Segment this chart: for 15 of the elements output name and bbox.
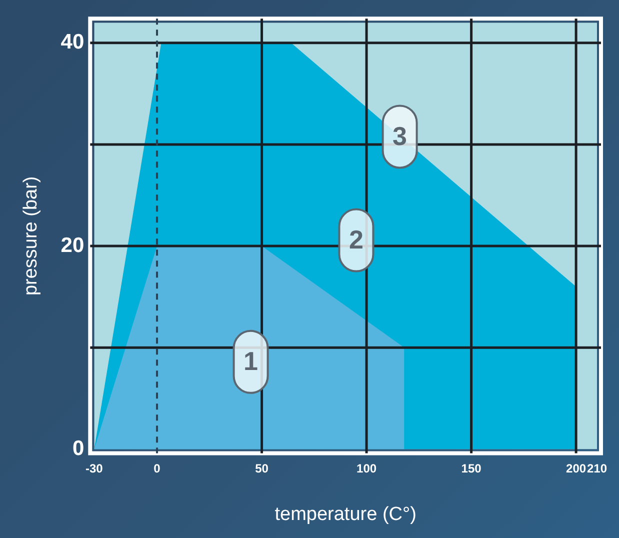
x-tick-label: 100	[356, 462, 377, 476]
series-label: 1	[244, 346, 258, 376]
series-label: 2	[348, 224, 364, 254]
x-axis-title: temperature (C°)	[274, 504, 416, 525]
x-tick-label: 50	[255, 462, 269, 476]
y-tick-label: 40	[60, 30, 84, 54]
y-tick-label: 20	[60, 234, 84, 257]
y-axis-title: pressure (bar)	[20, 176, 42, 296]
y-tick-label: 0	[72, 436, 84, 460]
x-tick-label: -30	[85, 462, 104, 476]
series-label: 3	[392, 120, 408, 151]
x-tick-label: 150	[461, 462, 482, 476]
x-tick-label: 210	[586, 462, 608, 476]
x-tick-label: 0	[154, 462, 161, 476]
x-tick-label: 200	[566, 462, 586, 476]
